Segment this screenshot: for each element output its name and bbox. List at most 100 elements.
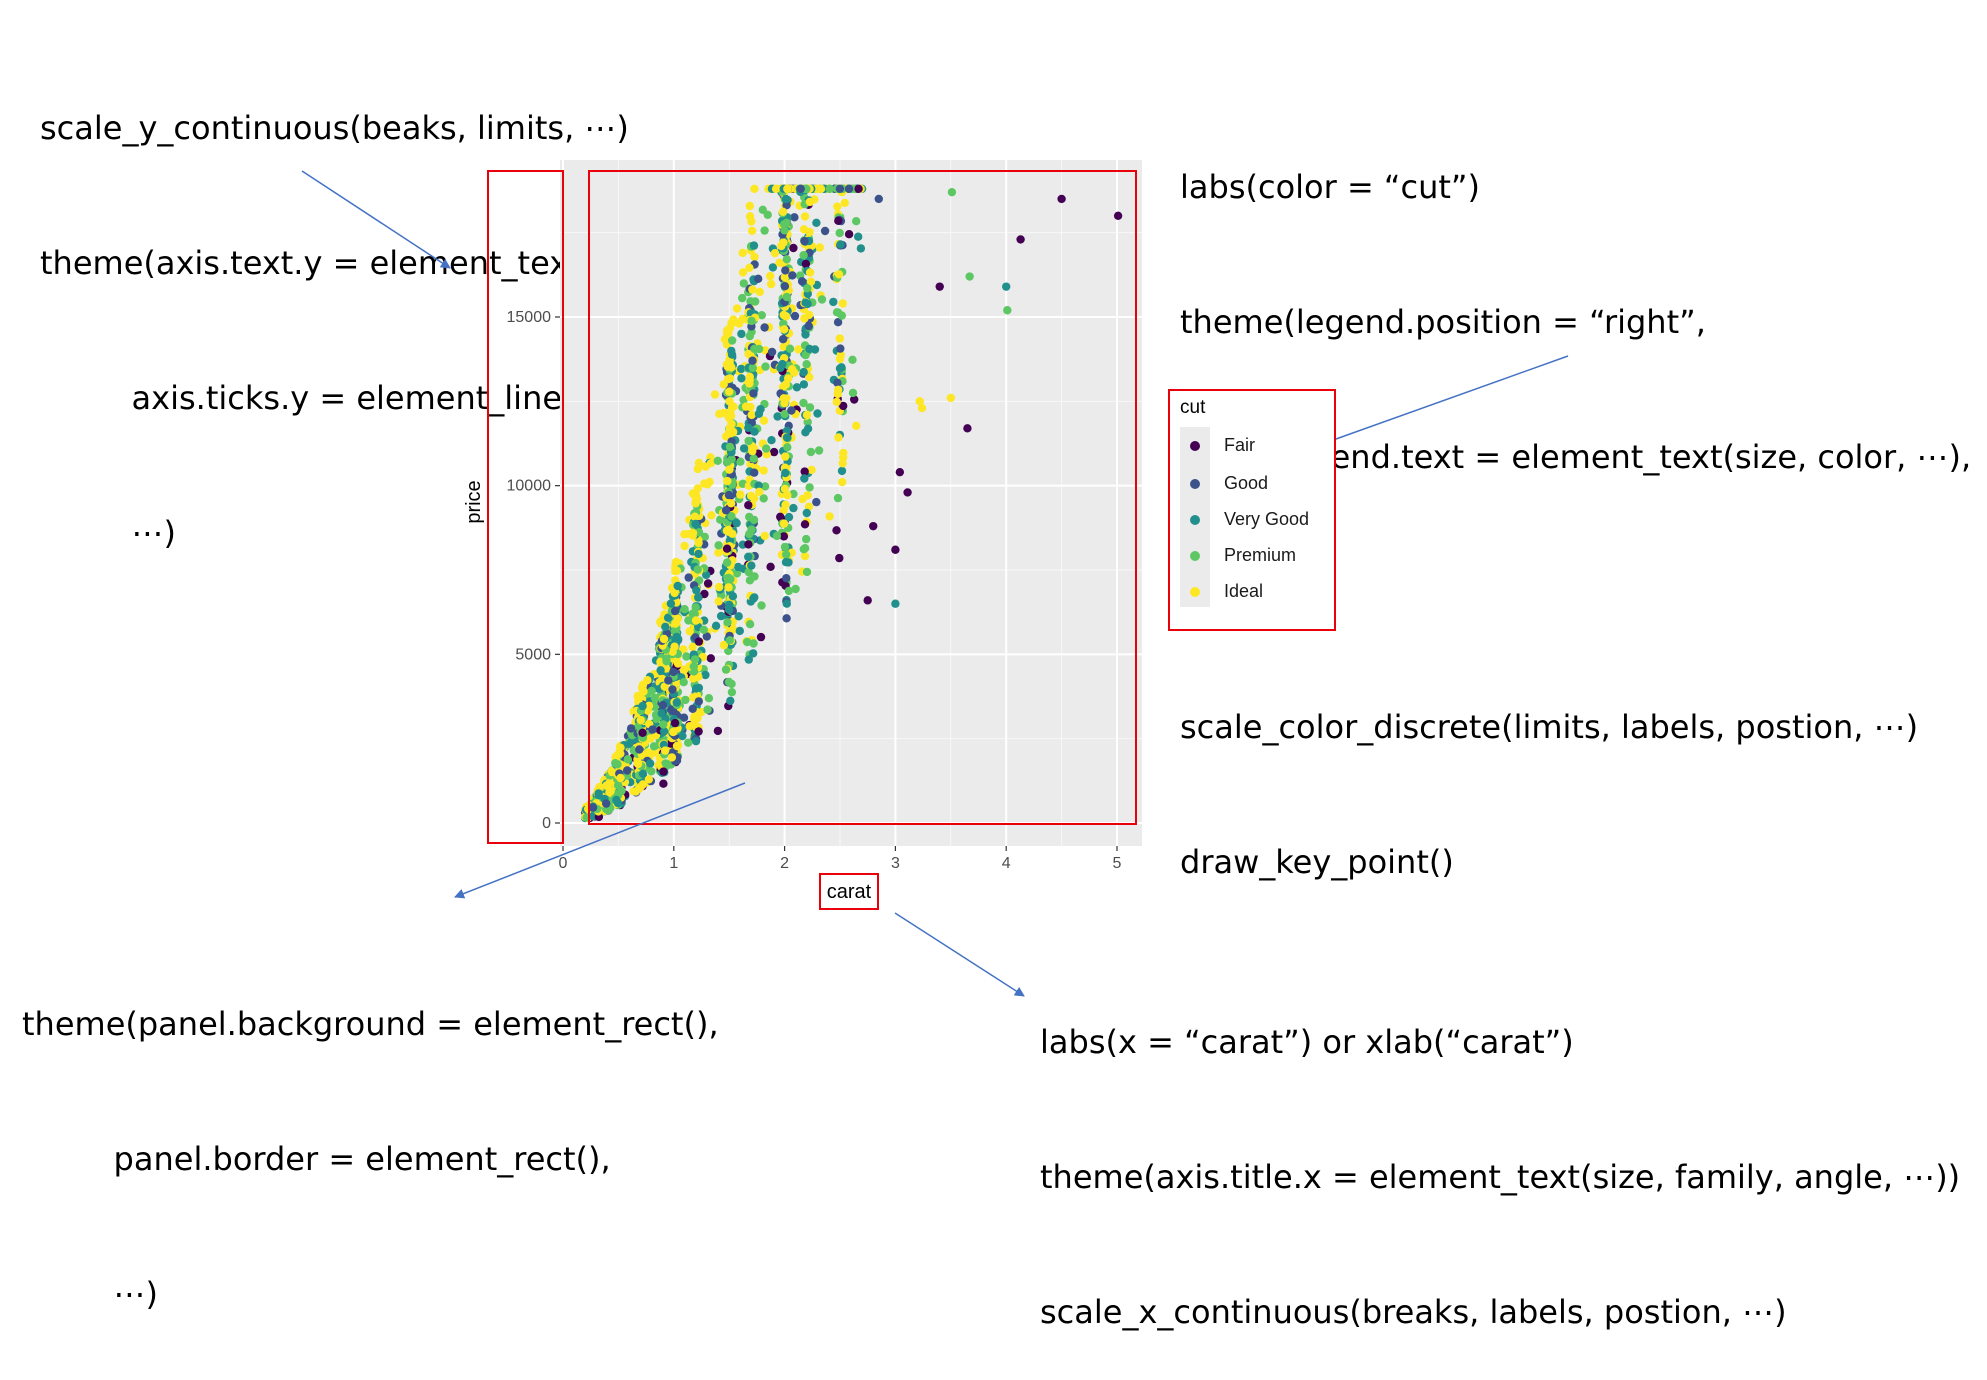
data-point <box>778 359 787 369</box>
x-tick-label: 4 <box>1002 855 1011 872</box>
data-point <box>834 270 844 279</box>
data-point <box>784 512 794 522</box>
data-point <box>773 412 782 421</box>
data-point <box>700 479 709 488</box>
data-point <box>707 511 716 520</box>
data-point <box>749 454 758 463</box>
data-point <box>817 295 827 304</box>
data-point <box>704 694 714 703</box>
data-point <box>767 436 776 445</box>
data-point <box>800 474 809 483</box>
outlier-point <box>1057 194 1066 204</box>
data-point <box>666 599 676 608</box>
legend-item-fair: Fair <box>1180 429 1330 465</box>
data-point <box>602 799 611 808</box>
data-point <box>725 397 734 406</box>
data-point <box>724 412 733 421</box>
data-point <box>800 544 810 553</box>
data-point <box>836 240 845 249</box>
data-point <box>854 184 863 193</box>
data-point <box>780 273 789 282</box>
data-point <box>727 512 736 521</box>
data-point <box>854 232 863 241</box>
data-point <box>732 304 742 313</box>
data-point <box>780 484 790 494</box>
data-point <box>800 520 810 529</box>
data-point <box>747 410 756 420</box>
data-point <box>802 567 812 577</box>
data-point <box>733 562 743 572</box>
data-point <box>779 394 788 403</box>
data-point <box>737 364 746 374</box>
data-point <box>716 611 726 621</box>
data-point <box>725 442 735 452</box>
data-point <box>844 184 854 193</box>
data-point <box>693 565 702 574</box>
data-point <box>682 652 691 661</box>
data-point <box>754 344 764 354</box>
data-point <box>782 599 791 608</box>
data-point <box>833 318 843 327</box>
x-axis-line-2: theme(axis.title.x = element_text(size, … <box>1040 1158 1961 1196</box>
data-point <box>747 561 756 570</box>
y-tick-label: 10000 <box>507 478 552 495</box>
data-point <box>856 244 866 253</box>
data-point <box>833 308 843 317</box>
data-point <box>745 379 754 388</box>
data-point <box>685 627 694 636</box>
data-point <box>785 344 795 353</box>
data-point <box>701 670 710 680</box>
data-point <box>714 597 723 606</box>
legend-line-6: draw_key_point() <box>1180 843 1454 881</box>
data-point <box>638 701 647 711</box>
data-point <box>781 194 791 204</box>
data-point <box>781 312 791 321</box>
data-point <box>659 634 669 644</box>
data-point <box>801 259 811 269</box>
x-title-highlight-box <box>819 873 879 910</box>
data-point <box>616 749 625 758</box>
legend-key-ideal <box>1190 587 1200 597</box>
data-point <box>832 526 841 535</box>
data-point <box>700 532 709 542</box>
data-point <box>751 297 760 306</box>
data-point <box>724 490 734 500</box>
data-point <box>727 455 736 464</box>
data-point <box>805 227 814 237</box>
data-point <box>714 548 723 557</box>
data-point <box>783 491 792 500</box>
data-point <box>782 255 791 264</box>
data-point <box>760 531 769 541</box>
outlier-point <box>863 596 872 605</box>
data-point <box>671 619 680 628</box>
data-point <box>796 184 805 193</box>
scatter-plot: 0 1 2 3 4 5 0 5000 10000 15000 carat price <box>301 160 1569 997</box>
data-point <box>812 497 821 507</box>
data-point <box>782 433 792 442</box>
data-point <box>781 452 790 461</box>
data-point <box>690 655 700 664</box>
data-point <box>724 605 734 614</box>
data-point <box>812 218 821 227</box>
data-point <box>661 622 670 631</box>
data-point <box>613 760 622 769</box>
legend-label-very-good: Very Good <box>1224 509 1310 529</box>
data-point <box>680 605 689 614</box>
y-scale-line-4: ⋯) <box>40 514 177 552</box>
data-point <box>688 704 697 713</box>
data-point <box>799 367 808 377</box>
data-point <box>800 212 810 221</box>
data-point <box>744 567 753 577</box>
data-point <box>714 582 724 592</box>
data-point <box>741 402 751 411</box>
data-point <box>716 515 725 524</box>
data-point <box>660 682 669 691</box>
legend-line-3: legend.text = element_text(size, color, … <box>1180 438 1972 476</box>
data-point <box>711 621 721 630</box>
data-point <box>788 271 797 280</box>
data-point <box>616 743 625 752</box>
data-point <box>790 213 799 222</box>
data-point <box>788 365 797 374</box>
data-point <box>690 512 700 521</box>
data-point <box>825 184 834 193</box>
